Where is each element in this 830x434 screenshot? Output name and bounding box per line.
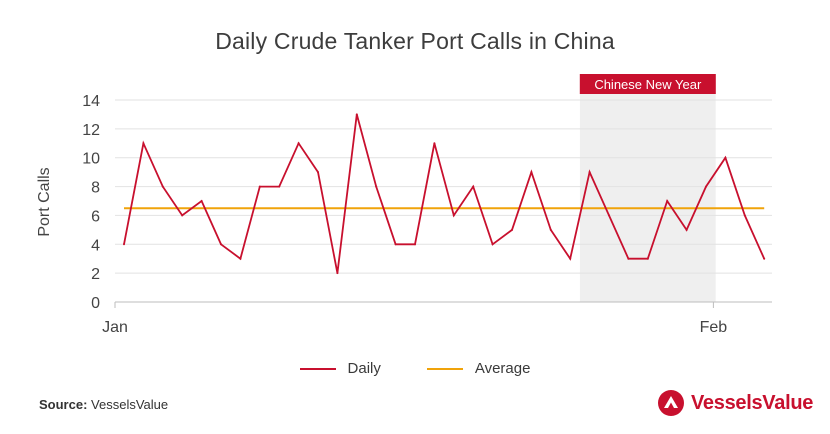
y-axis-label: Port Calls (36, 167, 53, 236)
legend-item-average: Average (426, 360, 531, 377)
source-text: VesselsValue (91, 397, 169, 412)
daily-data-point (394, 243, 397, 246)
daily-data-point (123, 243, 125, 246)
logo-text: VesselsValue (691, 391, 814, 414)
legend: Daily Average (0, 360, 830, 377)
daily-data-point (743, 214, 746, 217)
y-tick-label: 8 (91, 180, 100, 197)
chart-title: Daily Crude Tanker Port Calls in China (215, 28, 615, 54)
daily-data-point (336, 272, 339, 275)
daily-data-point (239, 257, 242, 260)
y-tick-label: 4 (91, 237, 100, 254)
vesselsvalue-logo: VesselsValue (657, 389, 813, 417)
daily-data-point (375, 185, 378, 188)
legend-swatch-daily (299, 367, 336, 370)
daily-data-point (414, 243, 416, 246)
y-tick-label: 14 (82, 93, 100, 110)
x-tick-label: Feb (700, 319, 728, 336)
daily-data-point (161, 185, 164, 188)
daily-data-point (530, 171, 533, 174)
daily-data-point (472, 185, 475, 188)
daily-data-point (511, 228, 513, 231)
daily-data-point (588, 171, 591, 174)
daily-data-point (142, 142, 145, 145)
y-tick-label: 12 (82, 122, 100, 139)
daily-data-point (355, 113, 358, 116)
daily-data-point (278, 185, 281, 188)
daily-data-point (569, 257, 572, 260)
legend-item-daily: Daily (299, 360, 381, 377)
cny-shaded-region (579, 93, 716, 302)
daily-data-point (705, 185, 707, 188)
daily-series-line (123, 114, 766, 274)
legend-label-daily: Daily (347, 360, 381, 377)
legend-label-average: Average (474, 360, 531, 377)
legend-swatch-average (426, 367, 463, 370)
daily-data-point (220, 243, 222, 246)
daily-data-point (763, 257, 766, 260)
cny-label-text: Chinese New Year (594, 77, 702, 92)
y-tick-label: 10 (82, 151, 100, 168)
source-note: Source: VesselsValue (39, 397, 168, 412)
daily-data-point (258, 185, 261, 188)
cny-label-box (579, 74, 716, 94)
y-tick-label: 6 (91, 208, 100, 225)
daily-data-point (646, 257, 649, 260)
x-tick-label: Jan (102, 319, 128, 336)
y-tick-label: 0 (91, 295, 100, 312)
daily-data-point (608, 214, 610, 217)
daily-data-point (724, 156, 727, 159)
daily-data-point (452, 214, 455, 217)
logo-icon (658, 390, 684, 416)
daily-data-point (627, 257, 630, 260)
daily-data-point (685, 228, 688, 231)
source-label: Source: (39, 397, 88, 412)
daily-data-point (433, 142, 436, 145)
daily-data-point (491, 243, 494, 246)
daily-data-point (549, 228, 552, 231)
daily-data-point (666, 200, 669, 202)
daily-data-point (317, 171, 319, 174)
daily-data-point (297, 142, 300, 145)
daily-data-point (200, 200, 203, 202)
daily-data-point (181, 214, 184, 217)
y-tick-label: 2 (91, 266, 100, 283)
